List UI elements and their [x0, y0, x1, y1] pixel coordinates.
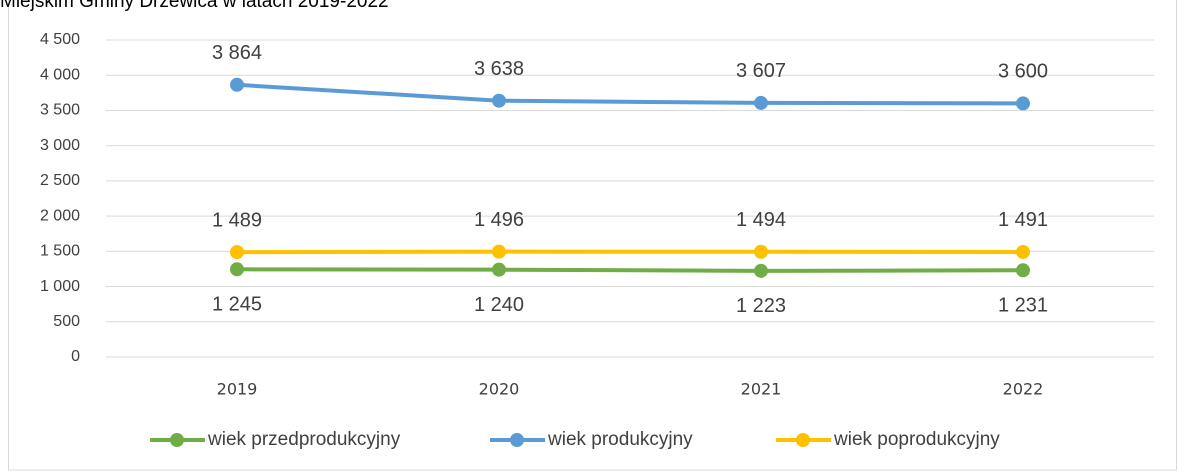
y-tick-label: 4 000 — [40, 66, 80, 83]
y-tick-label: 4 500 — [40, 31, 80, 48]
data-label: 1 489 — [212, 209, 262, 231]
data-point — [492, 93, 506, 108]
y-tick-label: 3 500 — [40, 102, 80, 119]
y-tick-label: 1 000 — [40, 278, 80, 295]
data-point — [492, 244, 506, 259]
legend-marker — [796, 433, 810, 447]
series-line — [235, 267, 1025, 273]
data-label: 3 607 — [736, 60, 786, 82]
data-label: 3 638 — [474, 58, 524, 80]
data-label: 1 223 — [736, 295, 786, 317]
data-point — [1016, 96, 1030, 111]
x-tick-label: 2021 — [741, 380, 782, 399]
data-point — [754, 244, 768, 259]
x-tick-label: 2020 — [479, 380, 520, 399]
data-label: 1 231 — [998, 295, 1048, 317]
y-tick-label: 1 500 — [40, 243, 80, 260]
y-tick-label: 0 — [71, 348, 80, 365]
y-tick-label: 3 000 — [40, 137, 80, 154]
data-label: 1 491 — [998, 209, 1048, 231]
data-point — [230, 77, 244, 92]
legend-label: wiek przedprodukcyjny — [207, 429, 401, 450]
data-point — [230, 262, 244, 277]
data-point — [230, 245, 244, 260]
data-label: 3 600 — [998, 61, 1048, 83]
x-tick-label: 2022 — [1003, 380, 1044, 399]
chart-frame — [8, 0, 1177, 471]
chart-title: Miejskim Gminy Drzewica w latach 2019-20… — [0, 0, 389, 12]
series-line — [235, 82, 1025, 106]
data-point — [1016, 263, 1030, 278]
data-point — [754, 95, 768, 110]
y-tick-label: 2 000 — [40, 207, 80, 224]
legend-label: wiek poprodukcyjny — [833, 429, 1000, 450]
legend-marker — [170, 433, 184, 447]
x-tick-label: 2019 — [217, 380, 258, 399]
y-tick-label: 2 500 — [40, 172, 80, 189]
legend-label: wiek produkcyjny — [547, 429, 693, 450]
data-label: 1 496 — [474, 209, 524, 231]
data-point — [754, 263, 768, 278]
data-point — [492, 262, 506, 277]
data-point — [1016, 244, 1030, 259]
data-label: 1 494 — [736, 209, 786, 231]
legend-marker — [510, 433, 524, 447]
data-label: 1 240 — [474, 294, 524, 316]
data-label: 1 245 — [212, 294, 262, 316]
y-tick-label: 500 — [53, 313, 80, 330]
data-label: 3 864 — [212, 42, 262, 64]
